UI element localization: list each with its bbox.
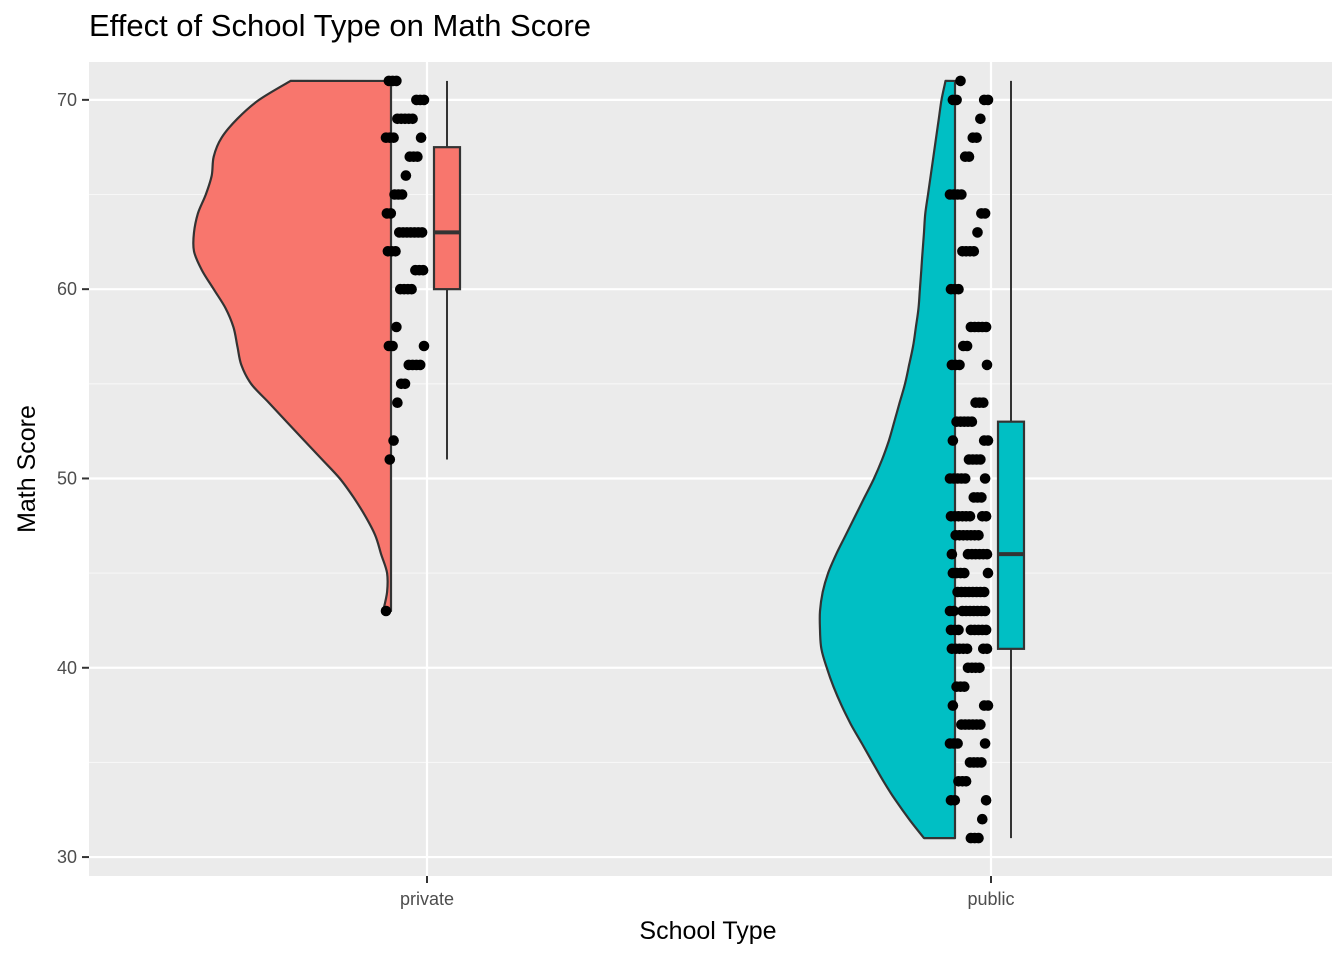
density-cloud-public xyxy=(818,79,957,840)
data-point-private xyxy=(403,359,415,371)
data-point-private xyxy=(392,113,403,125)
x-axis: private public xyxy=(400,876,1015,909)
data-point-public xyxy=(957,605,968,617)
data-point-public xyxy=(962,548,974,560)
data-point-private xyxy=(380,132,392,143)
y-axis: 30 40 50 60 70 xyxy=(57,90,89,867)
data-point-public xyxy=(970,397,981,409)
data-point-public xyxy=(968,492,980,503)
data-point-private xyxy=(383,75,395,87)
data-point-private xyxy=(382,246,394,257)
data-point-public xyxy=(955,75,966,87)
data-point-public xyxy=(950,530,961,541)
data-point-public xyxy=(972,227,983,238)
x-tick-label: public xyxy=(967,889,1014,909)
data-point-public xyxy=(981,359,993,371)
y-axis-title: Math Score xyxy=(13,405,41,533)
data-points xyxy=(380,75,994,844)
data-point-public xyxy=(957,246,968,257)
data-point-public xyxy=(946,548,958,560)
data-point-public xyxy=(979,473,991,484)
data-point-public xyxy=(962,662,974,674)
data-point-public xyxy=(978,643,989,655)
data-point-public xyxy=(944,189,956,200)
data-point-public xyxy=(982,567,994,579)
data-point-private xyxy=(391,321,402,333)
data-point-public xyxy=(978,700,990,711)
data-point-public xyxy=(953,776,964,787)
data-point-public xyxy=(978,94,990,106)
data-point-private xyxy=(388,435,399,446)
density-clouds xyxy=(192,79,957,840)
data-point-public xyxy=(945,283,957,295)
data-point-public xyxy=(978,435,990,446)
data-point-public xyxy=(977,511,988,522)
data-point-public xyxy=(979,738,991,749)
data-point-public xyxy=(959,151,971,162)
y-tick-label: 60 xyxy=(57,279,77,299)
data-point-public xyxy=(975,113,986,125)
data-point-public xyxy=(944,605,956,617)
density-cloud-private xyxy=(192,79,393,613)
data-point-private xyxy=(395,283,406,295)
data-point-public xyxy=(965,624,977,636)
data-point-private xyxy=(381,208,393,219)
box-private xyxy=(432,146,462,291)
chart-title: Effect of School Type on Math Score xyxy=(89,8,592,43)
data-point-private xyxy=(404,151,416,162)
data-point-public xyxy=(958,340,969,352)
data-point-public xyxy=(964,757,976,768)
data-point-public xyxy=(965,321,977,333)
data-point-public xyxy=(947,94,959,106)
y-tick-label: 30 xyxy=(57,847,77,867)
data-point-public xyxy=(967,132,979,143)
data-point-private xyxy=(389,189,400,200)
y-tick-label: 50 xyxy=(57,468,77,488)
box-public xyxy=(996,420,1026,650)
data-point-public xyxy=(976,208,987,219)
data-point-public xyxy=(945,624,957,636)
y-tick-label: 70 xyxy=(57,90,77,110)
x-tick-label: private xyxy=(400,889,454,909)
data-point-public xyxy=(951,416,962,428)
data-point-public xyxy=(977,813,988,825)
data-point-private xyxy=(418,340,430,352)
boxplots xyxy=(432,80,1026,839)
data-point-public xyxy=(963,454,975,465)
data-point-public xyxy=(945,795,957,806)
data-point-public xyxy=(951,681,962,692)
x-axis-title: School Type xyxy=(639,917,776,945)
data-point-public xyxy=(947,435,959,446)
data-point-private xyxy=(380,605,392,617)
data-point-private xyxy=(400,170,412,181)
data-point-public xyxy=(956,719,967,730)
data-point-private xyxy=(395,378,407,390)
data-point-public xyxy=(944,473,956,484)
data-point-private xyxy=(384,454,396,465)
data-point-private xyxy=(411,94,422,106)
data-point-public xyxy=(947,700,959,711)
data-point-public xyxy=(947,567,959,579)
data-point-public xyxy=(945,511,957,522)
y-tick-label: 40 xyxy=(57,658,77,678)
data-point-public xyxy=(944,738,956,749)
data-point-public xyxy=(980,795,992,806)
data-point-private xyxy=(410,264,421,276)
data-point-public xyxy=(965,832,977,844)
data-point-private xyxy=(383,340,395,352)
data-point-public xyxy=(946,643,958,655)
data-point-public xyxy=(952,586,963,598)
data-point-private xyxy=(415,132,427,143)
data-point-private xyxy=(392,397,403,409)
data-point-public xyxy=(946,359,958,371)
data-point-private xyxy=(394,227,405,238)
